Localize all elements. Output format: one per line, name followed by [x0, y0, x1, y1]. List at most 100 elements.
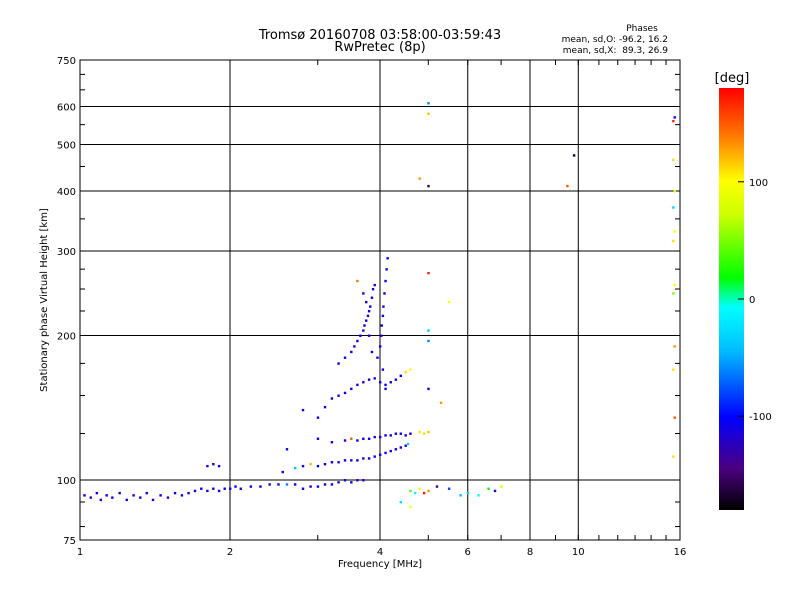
data-point: [572, 154, 576, 157]
data-point: [673, 190, 676, 193]
data-point: [389, 449, 392, 453]
data-point: [427, 329, 430, 332]
data-point: [353, 345, 356, 348]
data-point: [206, 464, 209, 468]
data-point: [359, 334, 362, 337]
data-point: [409, 505, 412, 509]
y-axis-label: Stationary phase Virtual Height [km]: [39, 208, 50, 392]
data-point: [343, 479, 347, 482]
data-point: [159, 494, 162, 497]
data-point: [337, 481, 340, 484]
data-point: [367, 334, 371, 337]
data-point: [477, 494, 480, 497]
data-point: [281, 470, 284, 474]
data-point: [673, 345, 676, 348]
data-point: [672, 455, 675, 458]
y-tick-label: 400: [57, 187, 76, 198]
data-point: [379, 453, 382, 456]
data-point: [422, 491, 426, 495]
data-point: [379, 381, 382, 384]
data-point: [673, 416, 676, 419]
data-point: [356, 479, 359, 482]
data-point: [206, 489, 209, 493]
data-point: [217, 489, 221, 493]
y-tick-label: 750: [57, 56, 76, 67]
chart-subtitle: RwPretec (8p): [334, 40, 425, 55]
data-point: [343, 356, 347, 359]
data-point: [323, 483, 327, 486]
data-point: [356, 383, 359, 387]
data-point: [259, 485, 262, 488]
data-point: [404, 434, 407, 437]
data-point: [379, 345, 382, 348]
data-point: [362, 457, 365, 460]
data-point: [418, 430, 421, 434]
data-point: [384, 387, 387, 391]
data-point: [439, 401, 443, 404]
data-point: [268, 483, 271, 486]
data-point: [293, 483, 297, 486]
data-point: [356, 459, 359, 462]
data-point: [316, 437, 320, 440]
grid-lines: [79, 59, 681, 541]
data-point: [394, 432, 398, 435]
data-point: [427, 339, 430, 343]
data-point: [151, 498, 155, 502]
data-point: [89, 496, 92, 499]
data-point: [404, 444, 407, 447]
data-point: [673, 230, 676, 233]
data-point: [447, 300, 451, 304]
data-point: [435, 485, 439, 488]
data-point: [83, 494, 86, 497]
data-point: [386, 257, 389, 260]
y-tick-label: 100: [57, 476, 76, 487]
data-point: [673, 283, 676, 287]
data-point: [672, 206, 675, 209]
data-point: [277, 483, 280, 486]
data-point: [180, 494, 184, 497]
data-point: [406, 442, 410, 446]
data-point: [493, 489, 497, 493]
data-point: [409, 368, 412, 371]
x-tick-label: 10: [572, 547, 585, 558]
data-point: [427, 184, 430, 188]
data-point: [99, 498, 103, 502]
data-point: [418, 487, 421, 490]
data-point: [239, 487, 242, 490]
x-tick-label: 8: [527, 547, 533, 558]
x-tick-label: 2: [227, 547, 233, 558]
data-point: [370, 296, 374, 299]
data-point: [500, 485, 503, 488]
data-point: [447, 487, 451, 490]
data-point: [330, 441, 334, 444]
data-point: [381, 368, 385, 371]
data-point: [301, 464, 305, 468]
data-point: [394, 378, 398, 381]
data-point: [399, 500, 403, 504]
data-point: [672, 119, 675, 123]
data-point: [323, 405, 327, 409]
data-point: [404, 370, 407, 374]
data-point: [217, 464, 221, 468]
stats-heading: Phases: [626, 24, 658, 34]
colorbar-ticks: 100 0 -100: [738, 178, 772, 423]
data-point: [187, 491, 190, 495]
data-point: [212, 487, 215, 490]
data-point: [350, 437, 353, 440]
data-point: [249, 485, 253, 488]
data-point: [399, 374, 403, 378]
data-point: [293, 466, 297, 470]
data-point: [379, 435, 382, 439]
data-point: [427, 112, 430, 115]
data-point: [356, 279, 359, 283]
data-point: [487, 487, 490, 490]
y-tick-label: 300: [57, 247, 76, 258]
data-point: [362, 479, 365, 482]
data-point: [343, 459, 347, 462]
data-point: [389, 381, 392, 384]
data-point: [373, 435, 376, 439]
data-point: [223, 487, 226, 490]
data-point: [95, 491, 99, 495]
data-point: [356, 439, 359, 442]
data-point: [427, 102, 430, 105]
